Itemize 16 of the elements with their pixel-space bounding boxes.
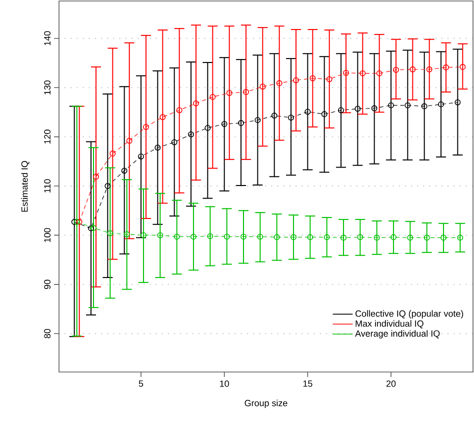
legend-label: Average individual IQ: [355, 330, 440, 338]
y-tick-label: 130: [44, 80, 51, 94]
y-tick-label: 80: [44, 328, 51, 338]
x-tick-label: 20: [386, 380, 396, 387]
legend-label: Max individual IQ: [356, 320, 424, 328]
x-axis-title: Group size: [244, 400, 288, 408]
y-tick-label: 120: [44, 130, 51, 144]
x-tick-label: 15: [303, 380, 312, 387]
y-axis-title: Estimated IQ: [21, 161, 30, 212]
y-tick-label: 140: [44, 31, 51, 46]
x-tick-label: 5: [138, 380, 144, 387]
y-tick-label: 90: [44, 280, 51, 289]
legend-label: Collective IQ (popular vote): [356, 310, 464, 319]
y-tick-label: 110: [44, 179, 51, 192]
x-tick-label: 10: [220, 380, 229, 387]
y-tick-label: 100: [44, 228, 51, 242]
